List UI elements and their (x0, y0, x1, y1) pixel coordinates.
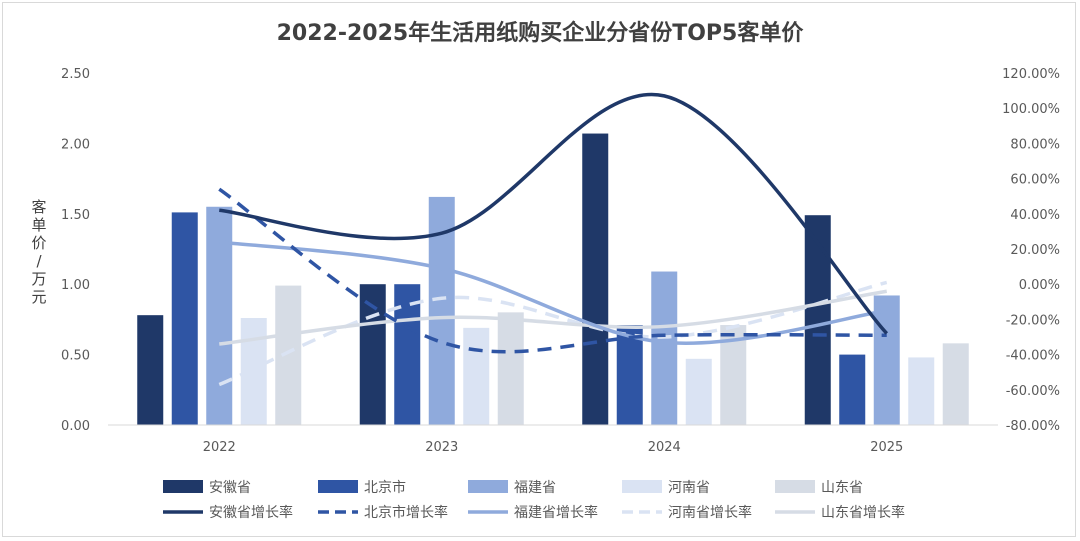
legend-label-安徽省: 安徽省 (209, 480, 251, 496)
y2-tick-label: -60.00% (1006, 384, 1060, 399)
y-tick-label: 1.50 (61, 208, 90, 223)
bar-福建省-2025 (873, 295, 900, 425)
y2-tick-label: -80.00% (1006, 419, 1060, 434)
bar-安徽省-2024 (582, 133, 609, 425)
y2-tick-label: 20.00% (1010, 243, 1060, 258)
x-tick-label: 2025 (870, 440, 903, 455)
legend-label-北京市增长率: 北京市增长率 (364, 504, 448, 521)
y2-tick-label: 120.00% (1002, 67, 1060, 82)
bar-北京市-2025 (839, 354, 866, 425)
y-tick-label: 0.50 (61, 349, 90, 364)
bar-山东省-2022 (275, 285, 302, 425)
y2-tick-label: 40.00% (1010, 208, 1060, 223)
legend-swatch-安徽省 (163, 480, 203, 493)
y2-tick-label: -40.00% (1006, 349, 1060, 364)
legend-swatch-河南省 (622, 480, 662, 493)
legend-label-山东省: 山东省 (821, 480, 863, 496)
y2-tick-label: -20.00% (1006, 313, 1060, 328)
y-tick-label: 0.00 (61, 419, 90, 434)
x-tick-label: 2022 (203, 440, 236, 455)
legend-label-北京市: 北京市 (364, 479, 406, 496)
bar-山东省-2023 (497, 312, 524, 425)
bar-北京市-2023 (394, 284, 421, 425)
bar-安徽省-2022 (137, 315, 164, 425)
legend-swatch-福建省 (468, 480, 508, 493)
bar-河南省-2024 (685, 358, 712, 425)
legend-swatch-北京市 (318, 480, 358, 493)
y2-tick-label: 0.00% (1019, 278, 1060, 293)
line-安徽省增长率 (219, 92, 889, 335)
y-tick-label: 2.50 (61, 67, 90, 82)
y2-tick-label: 60.00% (1010, 173, 1060, 188)
bar-福建省-2024 (651, 271, 678, 425)
legend-swatch-山东省 (775, 480, 815, 493)
legend-label-安徽省增长率: 安徽省增长率 (209, 504, 293, 521)
bar-北京市-2022 (171, 212, 198, 425)
line-河南省增长率 (218, 280, 888, 387)
y-tick-label: 2.00 (61, 137, 90, 152)
line-福建省增长率 (219, 240, 887, 345)
legend-label-河南省: 河南省 (668, 480, 710, 496)
y-axis-label: 客单价/万元 (31, 198, 46, 306)
line-山东省增长率 (219, 289, 888, 346)
bar-北京市-2024 (616, 325, 643, 425)
chart-title: 2022-2025年生活用纸购买企业分省份TOP5客单价 (277, 20, 805, 46)
x-tick-label: 2024 (648, 440, 681, 455)
y2-tick-label: 80.00% (1010, 137, 1060, 152)
y-tick-label: 1.00 (61, 278, 90, 293)
bar-河南省-2023 (463, 327, 490, 425)
legend-label-福建省增长率: 福建省增长率 (514, 504, 598, 521)
bar-福建省-2022 (206, 206, 233, 425)
bar-河南省-2025 (908, 357, 935, 425)
y2-tick-label: 100.00% (1002, 102, 1060, 117)
legend-label-河南省增长率: 河南省增长率 (668, 504, 752, 521)
legend-label-福建省: 福建省 (514, 480, 556, 496)
legend-label-山东省增长率: 山东省增长率 (821, 504, 905, 521)
bar-安徽省-2025 (804, 215, 831, 425)
line-北京市增长率 (218, 187, 887, 354)
bar-山东省-2025 (942, 343, 969, 425)
x-tick-label: 2023 (425, 440, 458, 455)
